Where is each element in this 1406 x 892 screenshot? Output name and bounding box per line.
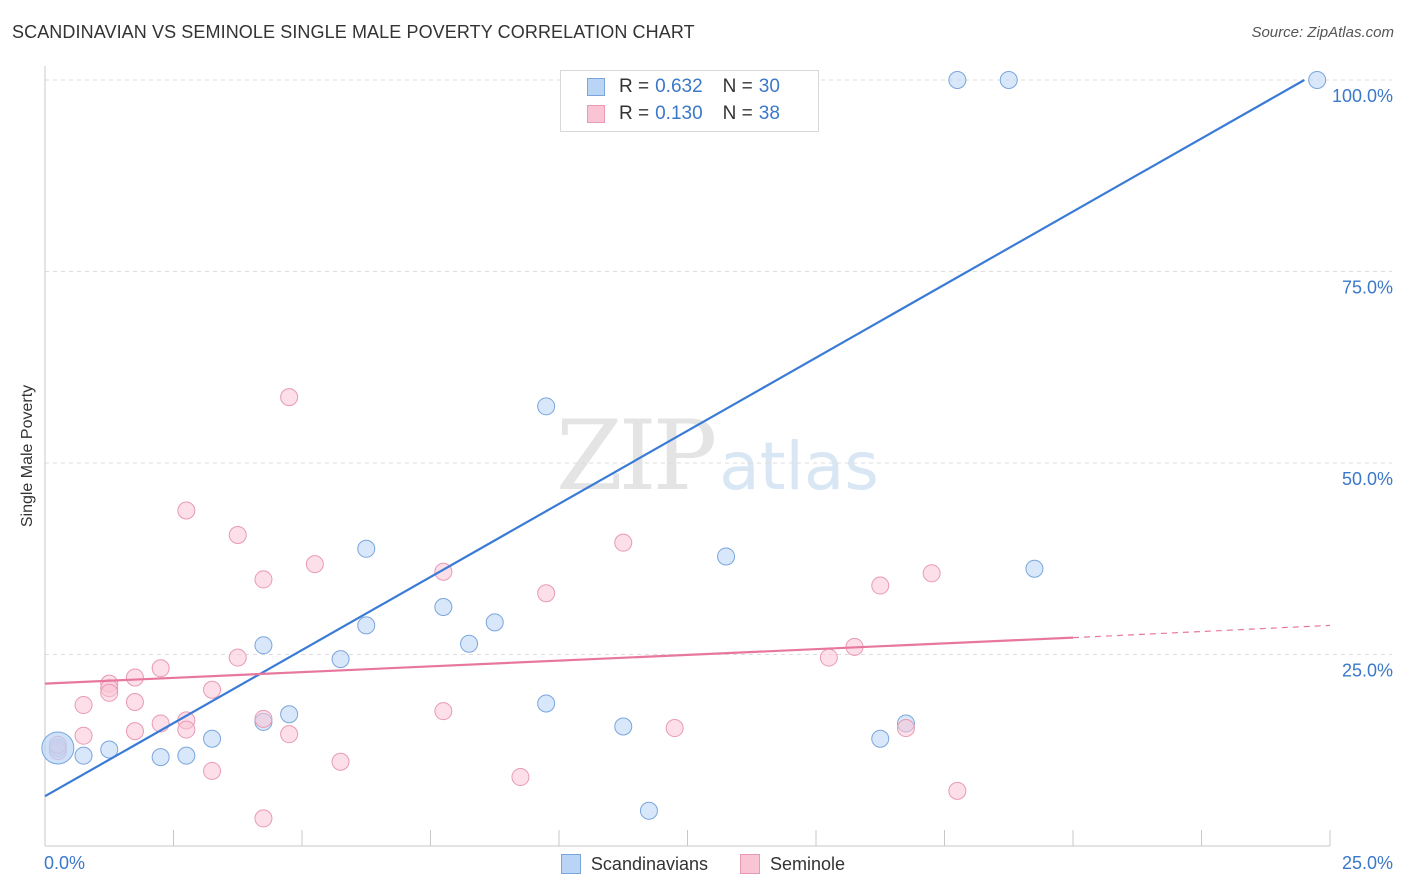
scandinavians-point	[717, 547, 736, 566]
y-tick-label: 50.0%	[1342, 469, 1393, 489]
seminole-point	[434, 702, 453, 721]
x-tick-label: 25.0%	[1342, 853, 1393, 873]
seminole-point	[74, 696, 93, 715]
scandinavians-point	[177, 746, 196, 765]
scandinavians-legend-swatch	[560, 854, 581, 874]
seminole-point	[100, 683, 119, 702]
seminole-point	[254, 570, 273, 589]
scandinavians-trend-line	[44, 79, 1305, 798]
legend-label-seminole: Seminole	[770, 853, 846, 874]
seminole-trend-line	[44, 636, 1074, 685]
r-label: R =	[619, 76, 650, 97]
scandinavians-point	[1025, 559, 1044, 578]
scandinavians-point	[614, 717, 633, 736]
seminole-point	[665, 719, 684, 738]
seminole-point	[125, 722, 144, 741]
n-label: N =	[722, 76, 753, 97]
scandinavians-point	[151, 748, 170, 767]
scandinavians-point	[1308, 71, 1327, 89]
seminole-point	[177, 720, 196, 739]
seminole-point	[177, 501, 196, 520]
scandinavians-point	[460, 634, 479, 653]
seminole-point	[125, 692, 144, 711]
scandinavians-point	[74, 746, 93, 765]
scandinavians-point	[357, 539, 376, 558]
seminole-point	[280, 725, 299, 744]
scandinavians-point	[639, 801, 658, 820]
n-value-seminole: 38	[758, 103, 780, 124]
legend-item-scandinavians[interactable]: Scandinavians	[560, 853, 709, 875]
seminole-legend-swatch	[740, 854, 761, 874]
seminole-point	[922, 564, 941, 583]
seminole-point	[819, 648, 838, 667]
source-credit: Source: ZipAtlas.com	[1251, 24, 1394, 41]
stats-legend-row-seminole: R = 0.130 N = 38	[587, 101, 780, 127]
seminole-point	[254, 709, 273, 728]
y-tick-label: 25.0%	[1342, 661, 1393, 681]
seminole-point	[614, 533, 633, 552]
watermark-zip: ZIP	[556, 400, 717, 512]
n-label: N =	[722, 103, 753, 124]
legend-item-seminole[interactable]: Seminole	[740, 854, 845, 875]
seminole-point	[896, 719, 915, 738]
scandinavians-point	[871, 729, 890, 748]
scandinavians-swatch	[587, 78, 605, 96]
x-tick-label: 0.0%	[44, 853, 85, 873]
seminole-point	[74, 726, 93, 745]
stats-legend-row-scandinavians: R = 0.632 N = 30	[587, 74, 780, 100]
seminole-point	[151, 659, 170, 678]
n-value-scandinavians: 30	[758, 76, 780, 97]
stats-legend: R = 0.632 N = 30 R = 0.130 N = 38	[560, 70, 819, 132]
seminole-point	[203, 761, 222, 780]
watermark-atlas: atlas	[719, 428, 879, 505]
seminole-point	[228, 526, 247, 545]
seminole-point	[331, 752, 350, 771]
scandinavians-point	[100, 740, 119, 759]
scandinavians-point	[280, 705, 299, 724]
seminole-point	[254, 809, 273, 828]
seminole-swatch	[587, 105, 605, 123]
scandinavians-point	[254, 636, 273, 655]
scandinavians-large-point	[41, 731, 75, 765]
scandinavians-point	[203, 729, 222, 748]
seminole-point	[511, 768, 530, 787]
scandinavians-point	[948, 71, 967, 89]
seminole-point	[228, 648, 247, 667]
series-legend: Scandinavians Seminole	[0, 852, 1406, 876]
seminole-point	[280, 388, 299, 407]
seminole-point	[948, 781, 967, 800]
legend-label-scandinavians: Scandinavians	[590, 853, 709, 874]
seminole-trend-extension	[1072, 624, 1331, 639]
seminole-point	[125, 668, 144, 687]
seminole-point	[537, 584, 556, 603]
scandinavians-point	[434, 598, 453, 617]
y-tick-label: 100.0%	[1332, 86, 1393, 106]
scandinavians-point	[357, 616, 376, 635]
r-value-scandinavians: 0.632	[655, 76, 703, 97]
r-value-seminole: 0.130	[655, 103, 703, 124]
watermark: ZIPatlas	[556, 400, 879, 512]
seminole-point	[871, 576, 890, 595]
chart-title: SCANDINAVIAN VS SEMINOLE SINGLE MALE POV…	[12, 22, 695, 42]
seminole-point	[305, 555, 324, 574]
seminole-point	[203, 680, 222, 699]
scandinavians-point	[537, 397, 556, 416]
scandinavians-point	[331, 650, 350, 669]
scandinavians-point	[485, 613, 504, 632]
y-tick-label: 75.0%	[1342, 278, 1393, 298]
r-label: R =	[619, 103, 650, 124]
scandinavians-point	[537, 694, 556, 713]
scandinavians-point	[999, 71, 1018, 89]
